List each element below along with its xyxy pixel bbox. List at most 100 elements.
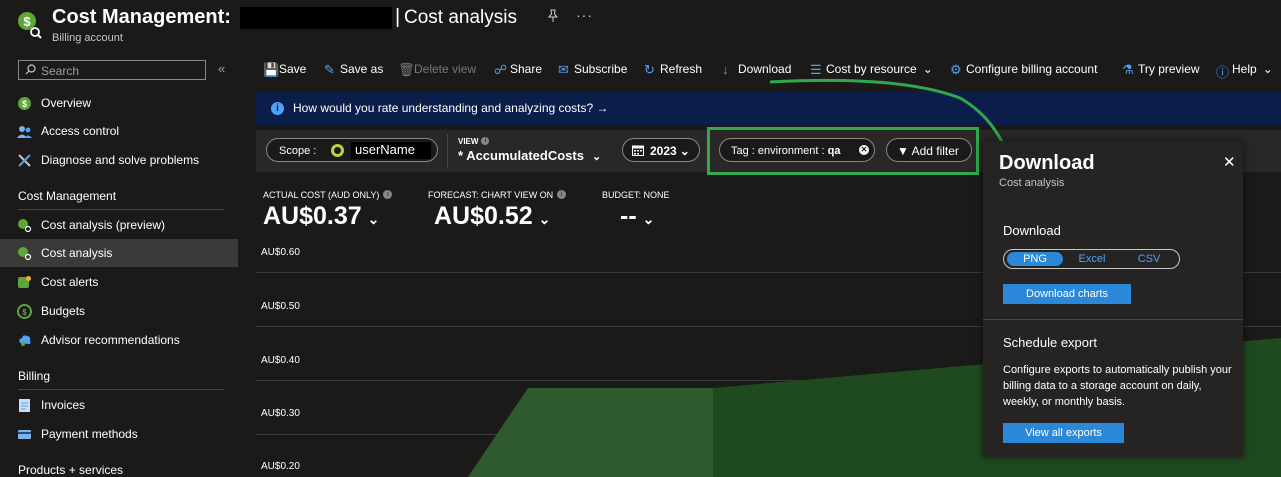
download-charts-button[interactable]: Download charts [1003, 284, 1131, 304]
search-placeholder: Search [41, 64, 80, 78]
view-label-text: VIEW [458, 137, 479, 146]
more-options-icon[interactable]: ··· [576, 7, 593, 23]
trash-icon: 🗑 [398, 62, 415, 77]
filter-separator [447, 134, 448, 168]
save-as-icon: ✎ [324, 62, 335, 77]
format-option-png[interactable]: PNG [1007, 252, 1063, 266]
sidebar-item-invoices[interactable]: Invoices [0, 391, 238, 419]
svg-text:$: $ [22, 99, 27, 109]
budgets-icon: $ [17, 304, 32, 319]
save-as-label: Save as [340, 62, 384, 76]
cost-alerts-icon [17, 275, 32, 290]
download-panel-subtitle: Cost analysis [999, 177, 1065, 189]
delete-view-label: Delete view [414, 62, 477, 76]
help-dropdown[interactable]: ⓘ Help ⌄ [1216, 62, 1273, 80]
sidebar-item-access-control[interactable]: Access control [0, 117, 238, 145]
page-title: Cost analysis [404, 7, 517, 28]
close-icon[interactable]: ✕ [1223, 154, 1236, 171]
scope-pill[interactable]: Scope : userName [266, 138, 438, 162]
kpi-label-text: FORECAST: CHART VIEW ON [428, 190, 554, 200]
command-bar: 💾Save ✎ Save as 🗑Delete view ☍ Share ✉ Subs… [238, 52, 1281, 88]
sidebar-item-payment-methods[interactable]: Payment methods [0, 420, 238, 448]
schedule-export-heading: Schedule export [1003, 335, 1097, 350]
pin-icon[interactable] [546, 9, 562, 25]
search-input[interactable]: Search [18, 60, 206, 80]
scope-value: userName [351, 142, 431, 159]
sidebar-item-cost-analysis[interactable]: Cost analysis [0, 239, 238, 267]
sidebar-item-overview[interactable]: $ Overview [0, 89, 238, 117]
kpi-budget[interactable]: BUDGET: NONE -- ⌄ [602, 190, 670, 231]
calendar-icon [632, 145, 644, 156]
help-label: Help [1232, 62, 1257, 76]
schedule-export-description: Configure exports to automatically publi… [1003, 364, 1232, 408]
download-label: Download [738, 62, 792, 76]
info-icon: i [481, 137, 490, 145]
cost-by-resource-dropdown[interactable]: ☰ Cost by resource ⌄ [810, 62, 933, 80]
kpi-label-text: BUDGET: NONE [602, 190, 670, 200]
kpi-value-text: AU$0.37 [263, 202, 362, 230]
view-selector[interactable]: * AccumulatedCosts ⌄ [458, 148, 601, 163]
refresh-button[interactable]: ↻ Refresh [644, 62, 702, 80]
sidebar-item-diagnose[interactable]: Diagnose and solve problems [0, 146, 238, 174]
grid-line [256, 380, 1281, 381]
svg-text:$: $ [23, 14, 31, 29]
chevron-down-icon: ⌄ [642, 211, 655, 227]
download-panel-title: Download [999, 152, 1095, 174]
kpi-label: ACTUAL COST (AUD ONLY) i [263, 190, 393, 200]
kpi-value: AU$0.37 ⌄ [263, 202, 392, 231]
gear-icon: ⚙ [950, 62, 962, 77]
feedback-banner[interactable]: i How would you rate understanding and a… [256, 91, 1281, 125]
format-selector: PNG Excel CSV [1003, 249, 1180, 269]
share-button[interactable]: ☍ Share [494, 62, 542, 80]
save-label: Save [279, 62, 307, 76]
view-label: VIEW i [458, 137, 490, 146]
try-preview-button[interactable]: ⚗ Try preview [1122, 62, 1200, 80]
remove-filter-icon[interactable]: ✕ [859, 145, 869, 155]
collapse-sidebar-icon[interactable]: « [218, 61, 226, 76]
search-icon [25, 64, 36, 75]
sidebar-item-cost-analysis-preview[interactable]: Cost analysis (preview) [0, 211, 238, 239]
sidebar-item-advisor[interactable]: Advisor recommendations [0, 326, 238, 354]
chevron-down-icon: ⌄ [1262, 62, 1273, 76]
kpi-forecast[interactable]: FORECAST: CHART VIEW ON i AU$0.52 ⌄ [428, 190, 567, 231]
refresh-icon: ↻ [644, 62, 655, 77]
y-tick-label: AU$0.60 [261, 247, 300, 258]
sidebar-item-label: Budgets [41, 304, 86, 318]
sidebar-item-budgets[interactable]: $ Budgets [0, 297, 238, 325]
chevron-down-icon: ⌄ [538, 211, 551, 227]
sidebar-item-label: Cost analysis (preview) [41, 218, 166, 232]
configure-label: Configure billing account [966, 62, 1098, 76]
page-subtitle: Billing account [52, 32, 123, 44]
chevron-down-icon: ⌄ [679, 144, 690, 158]
configure-billing-account-button[interactable]: ⚙ Configure billing account [950, 62, 1097, 80]
refresh-label: Refresh [660, 62, 703, 76]
grid-line [256, 326, 1281, 327]
view-all-exports-button[interactable]: View all exports [1003, 423, 1124, 443]
format-option-csv[interactable]: CSV [1137, 253, 1161, 265]
kpi-actual-cost[interactable]: ACTUAL COST (AUD ONLY) i AU$0.37 ⌄ [263, 190, 393, 231]
sidebar-item-cost-alerts[interactable]: Cost alerts [0, 268, 238, 296]
info-icon: i [271, 102, 284, 115]
sidebar: Search « $ Overview Access control Diagn… [0, 52, 238, 477]
svg-text:$: $ [22, 308, 27, 317]
download-button[interactable]: ↓ Download [722, 62, 791, 80]
date-range-pill[interactable]: 2023 ⌄ [622, 138, 700, 162]
save-button[interactable]: 💾Save [263, 62, 306, 80]
redacted-account-name [240, 7, 392, 29]
filter-icon: ▼ [897, 144, 909, 158]
app-title: Cost Management: [52, 6, 231, 28]
payment-methods-icon [17, 427, 32, 442]
delete-view-button[interactable]: 🗑Delete view [398, 62, 476, 80]
sidebar-section-billing: Billing [18, 369, 51, 383]
format-option-excel[interactable]: Excel [1078, 253, 1106, 265]
kpi-value-text: AU$0.52 [434, 202, 533, 230]
subscribe-label: Subscribe [574, 62, 628, 76]
info-icon: i [383, 190, 393, 199]
subscribe-button[interactable]: ✉ Subscribe [558, 62, 627, 80]
sidebar-item-label: Access control [41, 124, 120, 138]
sidebar-divider [18, 389, 224, 390]
save-as-button[interactable]: ✎ Save as [324, 62, 383, 80]
chevron-down-icon: ⌄ [922, 62, 933, 76]
kpi-value-text: -- [620, 202, 637, 230]
kpi-label: FORECAST: CHART VIEW ON i [428, 190, 567, 200]
